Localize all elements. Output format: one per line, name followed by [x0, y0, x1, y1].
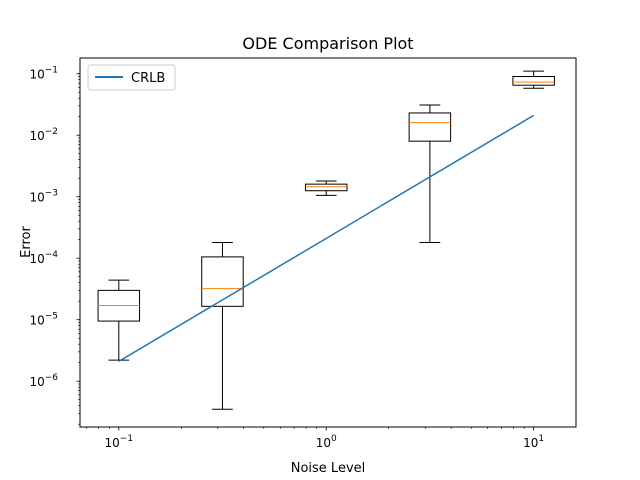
x-tick-label: 100: [316, 434, 337, 450]
plot-area: [97, 70, 555, 410]
y-tick-label: 10−2: [29, 127, 58, 143]
x-axis: 10−1 100 101: [86, 427, 544, 450]
y-tick-label: 10−3: [29, 189, 58, 205]
plot-frame: [79, 57, 577, 428]
iqr-box: [408, 112, 452, 142]
y-tick-label: 10−1: [29, 66, 58, 82]
y-axis-label: Error: [19, 226, 34, 258]
y-axis: 10−6 10−5 10−4 10−3 10−2 10−1: [29, 66, 80, 425]
y-tick-label: 10−6: [29, 373, 58, 389]
iqr-box: [201, 256, 244, 307]
x-axis-label: Noise Level: [291, 461, 366, 476]
x-tick-label: 101: [523, 434, 544, 450]
legend-frame: [87, 64, 176, 91]
iqr-box: [304, 183, 348, 192]
iqr-box: [512, 76, 555, 86]
x-tick-label: 10−1: [105, 434, 134, 450]
box-plot: [408, 104, 452, 243]
legend-label-crlb: CRLB: [131, 71, 165, 86]
box-plot: [97, 279, 141, 361]
y-tick-label: 10−4: [29, 250, 58, 266]
legend: CRLB: [87, 64, 176, 91]
chart-title: ODE Comparison Plot: [242, 34, 413, 53]
box-plot: [201, 242, 244, 410]
y-tick-label: 10−5: [29, 312, 58, 328]
box-plot: [304, 180, 348, 196]
crlb-line: [118, 114, 535, 363]
box-plot: [512, 70, 555, 89]
